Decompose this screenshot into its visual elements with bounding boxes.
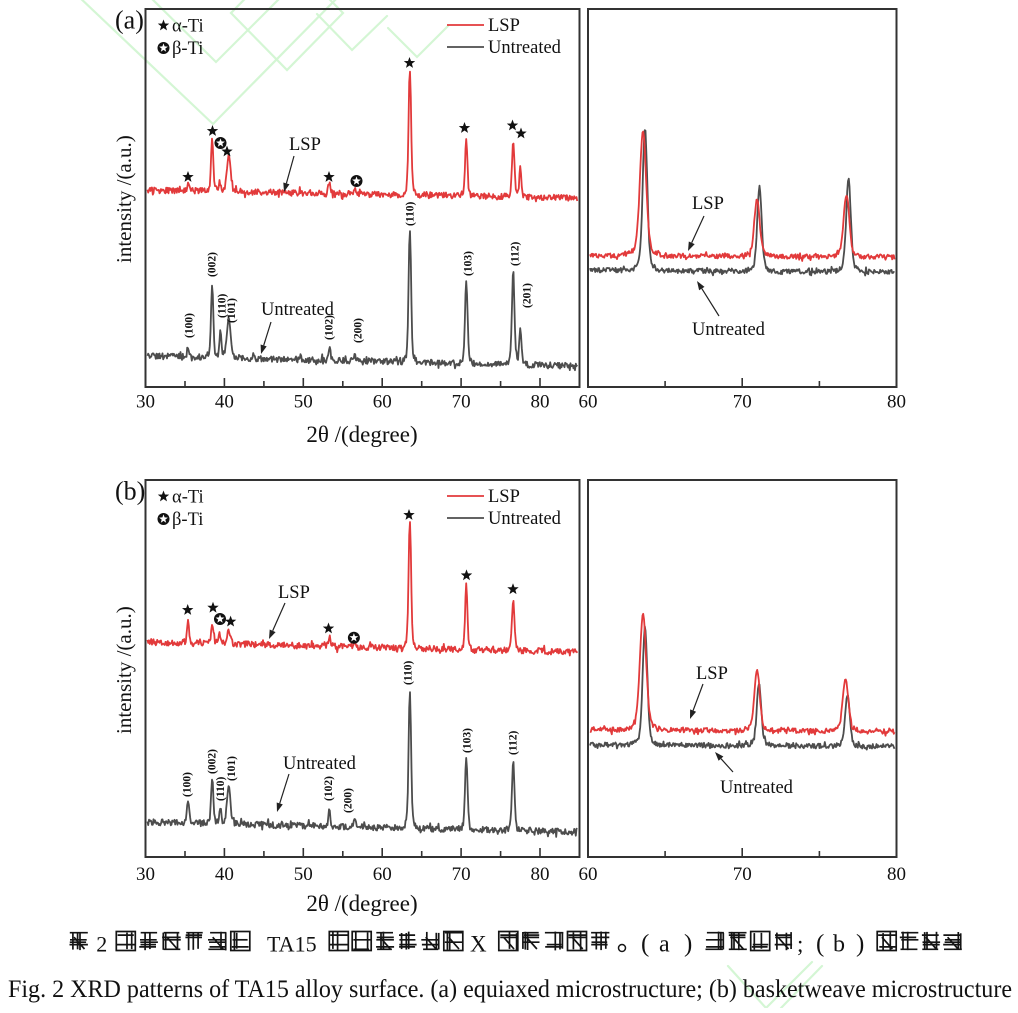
svg-text:X: X [470, 932, 487, 957]
svg-text:40: 40 [215, 392, 234, 413]
svg-text:(: ( [816, 931, 824, 958]
svg-text:60: 60 [373, 864, 392, 885]
svg-text:(200): (200) [343, 788, 355, 813]
svg-text:LSP: LSP [488, 16, 520, 36]
svg-text:80: 80 [531, 864, 550, 885]
svg-text:intensity /(a.u.): intensity /(a.u.) [112, 606, 136, 734]
svg-text:(110): (110) [405, 202, 417, 226]
svg-text:(102): (102) [323, 776, 335, 801]
svg-text:(101): (101) [226, 298, 238, 323]
svg-text:Untreated: Untreated [488, 38, 562, 58]
svg-text:(101): (101) [226, 756, 238, 781]
svg-text:(100): (100) [182, 772, 194, 797]
svg-text:(002): (002) [206, 749, 218, 774]
svg-text:30: 30 [136, 864, 155, 885]
svg-text:β-Ti: β-Ti [172, 510, 203, 530]
svg-text:α-Ti: α-Ti [172, 488, 204, 508]
svg-text:LSP: LSP [692, 194, 724, 214]
svg-text:intensity /(a.u.): intensity /(a.u.) [112, 135, 136, 263]
svg-text:(103): (103) [462, 728, 474, 753]
svg-text:50: 50 [294, 392, 313, 413]
svg-text:b: b [833, 932, 845, 958]
svg-text:β-Ti: β-Ti [172, 39, 203, 59]
svg-text:;: ; [797, 932, 803, 957]
svg-text:(112): (112) [510, 242, 522, 266]
svg-text:2θ /(degree): 2θ /(degree) [306, 422, 417, 447]
svg-text:(110): (110) [215, 777, 227, 801]
svg-text:30: 30 [136, 392, 155, 413]
svg-text:70: 70 [733, 864, 752, 885]
svg-text:Fig. 2 XRD patterns of TA15 al: Fig. 2 XRD patterns of TA15 alloy surfac… [8, 976, 1012, 1003]
svg-text:(b): (b) [115, 477, 145, 506]
svg-text:70: 70 [452, 392, 471, 413]
svg-text:a: a [659, 932, 670, 958]
svg-text:(002): (002) [207, 252, 219, 277]
svg-text:Untreated: Untreated [488, 509, 562, 529]
svg-text:LSP: LSP [488, 487, 520, 507]
svg-text:TA15: TA15 [267, 932, 317, 957]
svg-text:Untreated: Untreated [283, 754, 357, 774]
svg-text:(201): (201) [522, 283, 534, 308]
svg-text:80: 80 [887, 392, 906, 413]
svg-text:80: 80 [887, 864, 906, 885]
svg-text:60: 60 [579, 392, 598, 413]
svg-text:(110): (110) [403, 661, 415, 685]
svg-text:LSP: LSP [696, 664, 728, 684]
svg-text:Untreated: Untreated [261, 300, 335, 320]
svg-text:Untreated: Untreated [692, 320, 766, 340]
svg-text:(112): (112) [508, 731, 520, 755]
svg-text:LSP: LSP [289, 135, 321, 155]
svg-text:α-Ti: α-Ti [172, 17, 204, 37]
svg-text:(110): (110) [217, 294, 229, 318]
svg-text:60: 60 [579, 864, 598, 885]
svg-text:2: 2 [96, 932, 107, 957]
svg-text:): ) [684, 931, 692, 958]
svg-text:50: 50 [294, 864, 313, 885]
svg-text:(103): (103) [463, 251, 475, 276]
svg-text:80: 80 [531, 392, 550, 413]
svg-text:(: ( [641, 931, 649, 958]
svg-text:70: 70 [733, 392, 752, 413]
svg-text:40: 40 [215, 864, 234, 885]
svg-text:60: 60 [373, 392, 392, 413]
svg-text:(200): (200) [353, 318, 365, 343]
svg-text:): ) [856, 931, 864, 958]
svg-text:LSP: LSP [278, 583, 310, 603]
svg-text:(102): (102) [324, 315, 336, 340]
svg-text:70: 70 [452, 864, 471, 885]
svg-text:Untreated: Untreated [720, 778, 794, 798]
svg-text:(a): (a) [115, 6, 144, 35]
svg-text:2θ /(degree): 2θ /(degree) [306, 891, 417, 916]
svg-text:(100): (100) [184, 313, 196, 338]
